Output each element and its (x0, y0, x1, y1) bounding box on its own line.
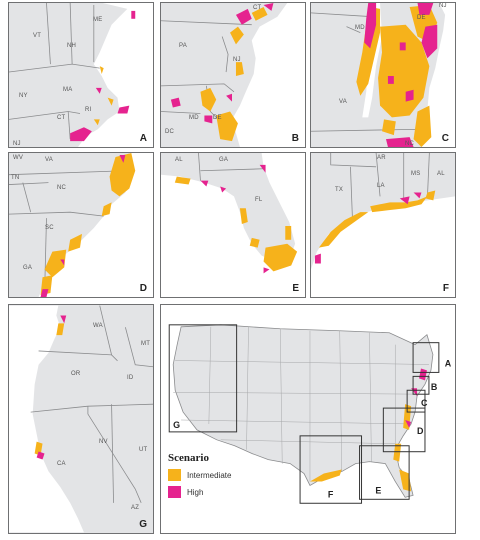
legend-title: Scenario (168, 452, 209, 464)
box-label-c: C (421, 398, 428, 408)
state-label-ca: CA (57, 461, 66, 467)
map-pacific-coast (9, 305, 153, 533)
panel-letter-f: F (442, 283, 449, 294)
panel-letter-c: C (441, 133, 449, 144)
state-label-me: ME (93, 17, 103, 23)
box-label-f: F (328, 489, 334, 499)
panel-e: AL GA FL E (160, 152, 306, 298)
legend-label-high: High (187, 487, 204, 497)
state-label-ar: AR (377, 155, 386, 161)
state-label-tx: TX (335, 187, 344, 193)
map-conterminous-us: A B C D E F G (168, 324, 452, 504)
box-label-b: B (431, 382, 438, 392)
state-label-nj: NJ (439, 3, 447, 9)
state-label-nj: NJ (233, 57, 241, 63)
panel-letter-g: G (139, 519, 147, 530)
state-label-md: MD (189, 115, 199, 121)
map-florida (161, 153, 305, 297)
state-label-nc: NC (57, 185, 67, 191)
panel-letter-a: A (139, 133, 147, 144)
state-label-wa: WA (93, 323, 103, 329)
state-label-tn: TN (11, 175, 20, 181)
state-label-de: DE (213, 115, 222, 121)
box-label-e: E (375, 485, 381, 495)
state-label-ny: NY (19, 93, 28, 99)
state-label-fl: FL (255, 197, 263, 203)
state-label-al: AL (437, 171, 445, 177)
state-label-ms: MS (411, 171, 421, 177)
state-label-id: ID (127, 375, 134, 381)
state-label-nc: NC (405, 141, 415, 147)
state-label-nj: NJ (13, 141, 21, 147)
state-label-de: DE (417, 15, 426, 21)
state-label-ri: RI (85, 107, 92, 113)
legend-item-intermediate: Intermediate (168, 469, 231, 481)
state-label-la: LA (377, 183, 385, 189)
state-label-ct: CT (253, 5, 262, 11)
panel-b: CT PA NJ DE MD DC B (160, 2, 306, 148)
panel-c: NJ DE MD VA NC C (310, 2, 456, 148)
state-label-az: AZ (131, 505, 140, 511)
state-label-md: MD (355, 25, 365, 31)
panel-overview: A B C D E F G (160, 304, 456, 534)
state-label-pa: PA (179, 43, 187, 49)
panel-f: AR MS AL TX LA F (310, 152, 456, 298)
state-label-ma: MA (63, 87, 73, 93)
panel-d: WV VA TN NC SC GA D (8, 152, 154, 298)
legend-swatch-intermediate (168, 469, 181, 481)
map-mid-atlantic (161, 3, 305, 147)
map-chesapeake (311, 3, 455, 147)
state-label-mt: MT (141, 341, 151, 347)
state-label-nv: NV (99, 439, 108, 445)
state-label-wv: WV (13, 155, 24, 161)
legend-swatch-high (168, 486, 181, 498)
panel-g: WA MT OR ID NV UT CA AZ G (8, 304, 154, 534)
state-label-vt: VT (33, 33, 42, 39)
panel-letter-e: E (292, 283, 299, 294)
legend: Scenario Intermediate High (168, 452, 231, 498)
panel-a: ME VT NH NY MA RI CT NJ A (8, 2, 154, 148)
state-label-ut: UT (139, 447, 148, 453)
state-label-ct: CT (57, 115, 66, 121)
legend-label-intermediate: Intermediate (187, 470, 232, 480)
state-label-nh: NH (67, 43, 77, 49)
state-label-va: VA (45, 157, 53, 163)
map-new-england (9, 3, 153, 147)
state-label-sc: SC (45, 225, 54, 231)
box-label-a: A (445, 358, 452, 368)
panel-letter-b: B (291, 133, 299, 144)
state-label-ga: GA (23, 265, 33, 271)
legend-item-high: High (168, 486, 231, 498)
state-label-or: OR (71, 371, 81, 377)
state-label-va: VA (339, 99, 347, 105)
state-label-ga: GA (219, 157, 229, 163)
map-gulf-coast (311, 153, 455, 297)
state-label-al: AL (175, 157, 183, 163)
box-label-d: D (417, 426, 424, 436)
panel-letter-d: D (139, 283, 147, 294)
map-southeast-atlantic (9, 153, 153, 297)
box-label-g: G (173, 420, 180, 430)
state-label-dc: DC (165, 129, 175, 135)
